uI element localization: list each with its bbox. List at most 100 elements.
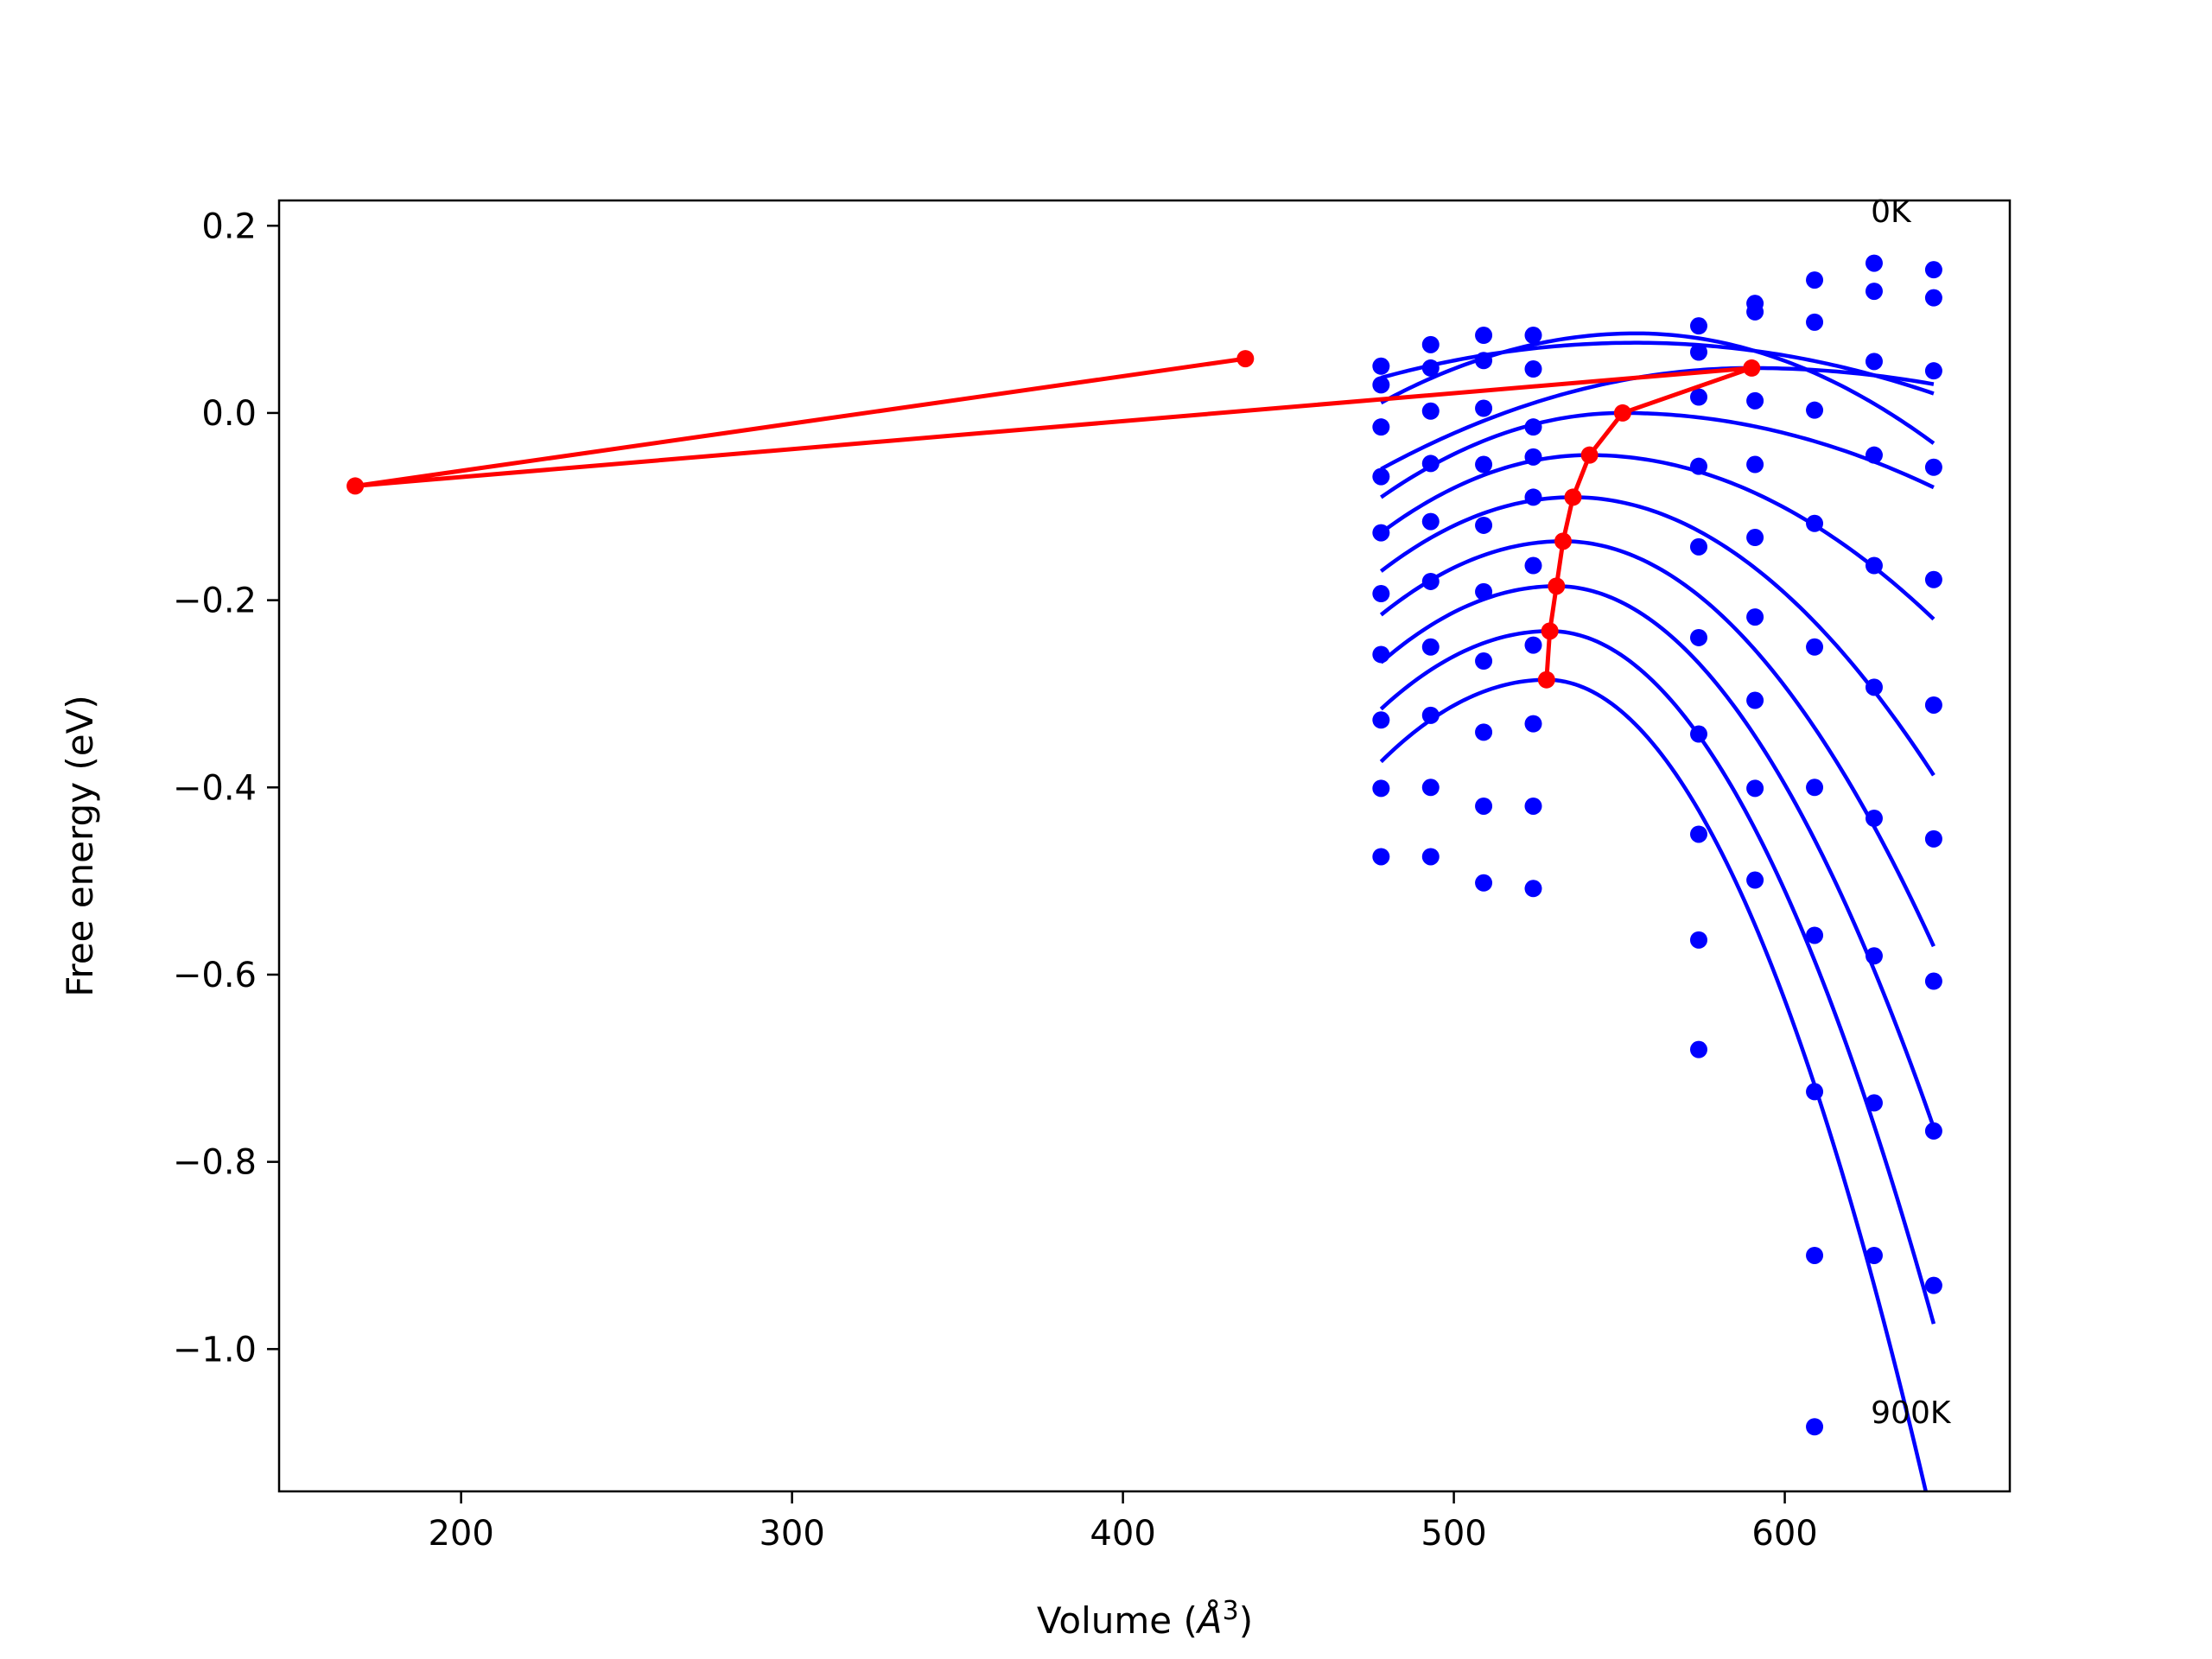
minima-point xyxy=(1236,350,1255,368)
data-point xyxy=(1806,271,1824,289)
data-point xyxy=(1806,926,1824,944)
data-point xyxy=(1806,1246,1824,1264)
data-point xyxy=(1746,455,1764,474)
data-point xyxy=(1924,261,1942,279)
minima-point xyxy=(1743,359,1761,377)
x-tick-label: 600 xyxy=(1751,1514,1817,1554)
data-point xyxy=(1806,638,1824,656)
data-point xyxy=(1372,467,1390,486)
data-point xyxy=(1806,514,1824,532)
data-point xyxy=(1475,455,1493,474)
data-point xyxy=(1746,529,1764,547)
data-point xyxy=(1372,376,1390,394)
y-axis-label: Free energy (eV) xyxy=(59,695,101,997)
data-point xyxy=(1689,317,1707,335)
data-point xyxy=(1524,448,1542,466)
data-point xyxy=(1475,874,1493,892)
data-point xyxy=(1421,848,1440,866)
data-point xyxy=(1924,458,1942,476)
data-point xyxy=(1924,830,1942,848)
y-tick-label: −0.8 xyxy=(173,1143,257,1183)
data-point xyxy=(1689,457,1707,475)
data-points xyxy=(1372,254,1942,1436)
fit-curve-0 xyxy=(1380,331,1936,445)
minima-path xyxy=(346,350,1761,689)
fit-curve-6 xyxy=(1379,539,1936,948)
data-point xyxy=(1689,825,1707,843)
minima-point xyxy=(1548,577,1566,595)
minima-point xyxy=(1537,671,1555,689)
data-point xyxy=(1924,972,1942,990)
data-point xyxy=(1865,446,1883,464)
fit-curve-3 xyxy=(1380,410,1935,499)
data-point xyxy=(1865,1094,1883,1112)
data-point xyxy=(1865,1246,1883,1264)
data-point xyxy=(1421,572,1440,590)
data-point xyxy=(1806,401,1824,419)
data-point xyxy=(1689,628,1707,646)
fit-curve-5 xyxy=(1379,495,1936,777)
data-point xyxy=(1746,871,1764,889)
data-point xyxy=(1524,327,1542,345)
data-point xyxy=(1475,797,1493,815)
data-point xyxy=(1806,1418,1824,1436)
annotation-label: 0K xyxy=(1871,194,1912,230)
data-point xyxy=(1372,779,1390,798)
data-point xyxy=(1372,524,1390,542)
plot-frame xyxy=(277,199,2012,1493)
fit-curve-8 xyxy=(1379,629,1936,1325)
data-point xyxy=(1524,488,1542,506)
data-point xyxy=(1421,779,1440,797)
y-tick-label: −1.0 xyxy=(173,1330,257,1370)
data-point xyxy=(1746,608,1764,626)
data-point xyxy=(1475,399,1493,417)
data-point xyxy=(1865,810,1883,828)
data-point xyxy=(1806,313,1824,331)
data-point xyxy=(1421,512,1440,531)
data-point xyxy=(1689,1040,1707,1058)
data-point xyxy=(1372,848,1390,866)
data-point xyxy=(1475,582,1493,601)
data-point xyxy=(1689,343,1707,361)
data-point xyxy=(1524,636,1542,654)
x-tick-label: 400 xyxy=(1090,1514,1155,1554)
minima-point xyxy=(346,477,365,495)
minima-point xyxy=(1564,488,1582,506)
data-point xyxy=(1372,585,1390,603)
data-point xyxy=(1689,388,1707,406)
data-point xyxy=(1524,360,1542,378)
y-tick-label: 0.0 xyxy=(201,394,257,434)
data-point xyxy=(1746,391,1764,410)
data-point xyxy=(1806,1083,1824,1101)
data-point xyxy=(1746,691,1764,709)
fit-curve-7 xyxy=(1379,584,1936,1128)
annotation-label: 900K xyxy=(1871,1395,1952,1431)
minima-point xyxy=(1541,622,1559,640)
minima-point xyxy=(1580,446,1599,464)
data-point xyxy=(1475,352,1493,370)
x-tick-label: 200 xyxy=(428,1514,493,1554)
data-point xyxy=(1689,537,1707,556)
data-point xyxy=(1924,570,1942,588)
data-point xyxy=(1924,362,1942,380)
data-point xyxy=(1421,706,1440,724)
x-axis-label: Volume (Å3) xyxy=(1037,1596,1253,1642)
data-point xyxy=(1746,779,1764,798)
x-tick-label: 300 xyxy=(759,1514,824,1554)
data-point xyxy=(1924,1276,1942,1294)
data-point xyxy=(1421,638,1440,656)
y-tick-label: −0.2 xyxy=(173,582,257,621)
data-point xyxy=(1524,797,1542,815)
minima-line xyxy=(353,356,1754,680)
fit-curve-9 xyxy=(1379,677,1929,1491)
data-point xyxy=(1475,516,1493,534)
y-tick-label: 0.2 xyxy=(201,207,257,246)
data-point xyxy=(1421,359,1440,377)
y-tick-label: −0.6 xyxy=(173,956,257,995)
data-point xyxy=(1865,678,1883,696)
data-point xyxy=(1746,302,1764,321)
data-point xyxy=(1865,353,1883,371)
x-tick-label: 500 xyxy=(1421,1514,1486,1554)
